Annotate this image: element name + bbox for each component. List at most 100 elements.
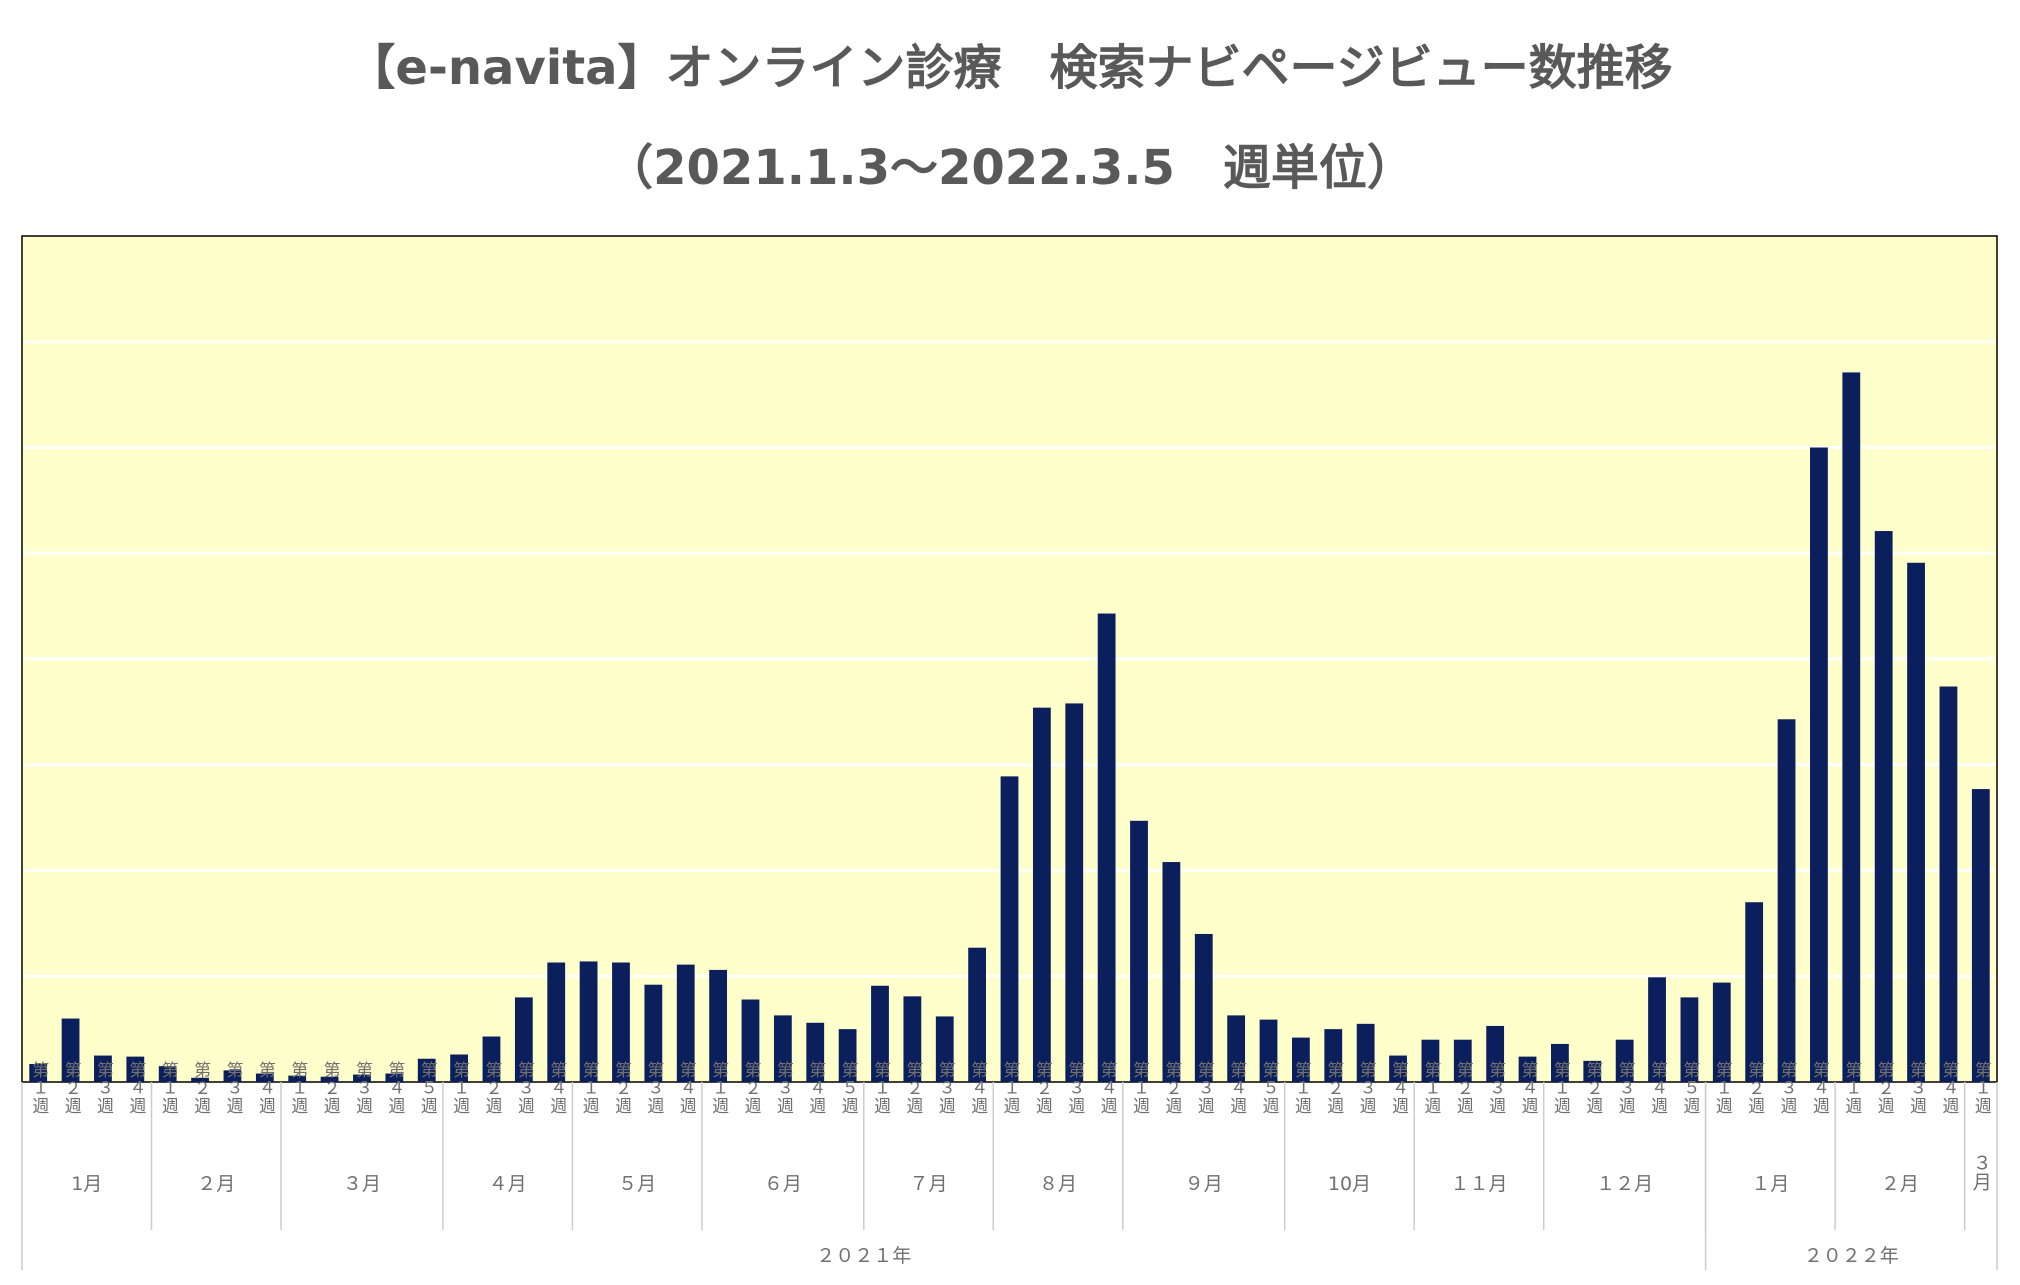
week-tick-label: 第３週: [1485, 1061, 1506, 1115]
bar: [612, 962, 630, 1082]
week-tick-label: 第２週: [61, 1061, 82, 1115]
bar: [1097, 613, 1116, 1082]
bar: [1842, 372, 1861, 1083]
bar: [676, 964, 695, 1082]
month-label: １２月: [1596, 1173, 1653, 1195]
bar: [320, 1076, 339, 1082]
week-tick-label: 第４週: [1938, 1061, 1959, 1115]
bar: [1065, 703, 1084, 1082]
bar: [579, 961, 598, 1082]
bar: [1130, 820, 1148, 1082]
bar: [1680, 997, 1699, 1082]
bar: [838, 1029, 857, 1082]
bar: [1356, 1023, 1375, 1082]
week-tick-label: 第３週: [1777, 1061, 1798, 1115]
bar: [1259, 1019, 1278, 1082]
month-label: ８月: [1039, 1173, 1077, 1195]
bar: [1615, 1039, 1634, 1082]
week-tick-label: 第２週: [190, 1061, 211, 1115]
week-tick-label: 第３週: [1906, 1061, 1927, 1115]
bar: [1745, 902, 1764, 1082]
week-tick-label: 第２週: [1161, 1061, 1182, 1115]
week-tick-label: 第３週: [1615, 1061, 1636, 1115]
week-tick-label: 第１週: [579, 1061, 600, 1115]
week-tick-label: 第２週: [1744, 1061, 1765, 1115]
chart-title: 【e-navita】オンライン診療 検索ナビページビュー数推移: [347, 40, 1673, 96]
week-tick-label: 第２週: [611, 1061, 632, 1115]
week-tick-label: 第２週: [1032, 1061, 1053, 1115]
week-tick-label: 第４週: [1226, 1061, 1247, 1115]
bar: [61, 1018, 80, 1082]
month-label: ３月: [343, 1173, 381, 1195]
bar: [1874, 531, 1893, 1082]
month-label: ２月: [197, 1173, 235, 1195]
week-tick-label: 第３週: [222, 1061, 243, 1115]
month-label: 10月: [1328, 1173, 1371, 1195]
week-tick-label: 第２週: [1453, 1061, 1474, 1115]
bar: [871, 985, 889, 1082]
week-tick-label: 第２週: [902, 1061, 923, 1115]
week-tick-label: 第１週: [1291, 1061, 1312, 1115]
x-axis: 第１週 第２週 第３週 第４週 第１週 第２週 第３週 第４週 第１週 第２週 第３週 第４週 第５週第…: [21, 1061, 1998, 1270]
week-tick-label: 第４週: [967, 1061, 988, 1115]
week-tick-label: 第２週: [481, 1061, 502, 1115]
week-tick-label: 第４週: [1388, 1061, 1409, 1115]
month-label: ２月: [1881, 1173, 1919, 1195]
week-tick-label: 第２週: [740, 1061, 761, 1115]
bar: [741, 999, 760, 1082]
bar: [1939, 686, 1958, 1082]
week-tick-label: 第１週: [1971, 1061, 1992, 1115]
month-label: 1月: [71, 1173, 102, 1195]
bar: [353, 1074, 371, 1082]
week-tick-label: 第３週: [643, 1061, 664, 1115]
week-tick-label: 第３週: [1356, 1061, 1377, 1115]
bar: [385, 1073, 404, 1082]
week-tick-label: 第２週: [1582, 1061, 1603, 1115]
week-tick-label: 第３週: [352, 1061, 373, 1115]
bar: [94, 1055, 112, 1082]
bar: [514, 997, 533, 1082]
bar: [450, 1054, 468, 1082]
bar: [773, 1015, 792, 1082]
gridlines: [24, 340, 1995, 978]
week-tick-label: 第５週: [417, 1061, 438, 1115]
week-tick-label: 第１週: [1712, 1061, 1733, 1115]
bar: [1518, 1056, 1537, 1082]
bar: [1648, 977, 1666, 1082]
bar: [1421, 1039, 1440, 1082]
bar: [29, 1064, 48, 1082]
bar: [935, 1016, 954, 1082]
bar: [288, 1075, 307, 1082]
bar: [1486, 1025, 1505, 1082]
bars: [29, 372, 1990, 1083]
week-tick-label: 第３週: [773, 1061, 794, 1115]
bar: [968, 947, 987, 1082]
bar: [482, 1036, 501, 1082]
week-tick-label: 第４週: [1097, 1061, 1118, 1115]
week-tick-label: 第２週: [1323, 1061, 1344, 1115]
week-tick-label: 第３週: [1194, 1061, 1215, 1115]
week-tick-label: 第１週: [1550, 1061, 1571, 1115]
bar: [1583, 1060, 1602, 1082]
week-tick-label: 第２週: [320, 1061, 341, 1115]
bar: [1551, 1043, 1569, 1082]
bar: [1324, 1029, 1343, 1082]
week-tick-label: 第３週: [935, 1061, 956, 1115]
bar: [1291, 1037, 1310, 1082]
week-tick-label: 第４週: [1647, 1061, 1668, 1115]
bar: [1162, 862, 1181, 1082]
bar: [191, 1077, 209, 1082]
bar: [1227, 1015, 1246, 1082]
bar: [547, 962, 566, 1082]
bar: [1712, 982, 1731, 1082]
bar: [644, 984, 663, 1082]
week-tick-label: 第１週: [1000, 1061, 1021, 1115]
month-label: ９月: [1185, 1173, 1223, 1195]
bar: [1777, 719, 1796, 1082]
week-tick-label: 第４週: [384, 1061, 405, 1115]
week-tick-label: 第１週: [1129, 1061, 1150, 1115]
week-tick-label: 第３週: [93, 1061, 114, 1115]
week-tick-label: 第４週: [125, 1061, 146, 1115]
year-label: ２０２２年: [1804, 1245, 1899, 1267]
